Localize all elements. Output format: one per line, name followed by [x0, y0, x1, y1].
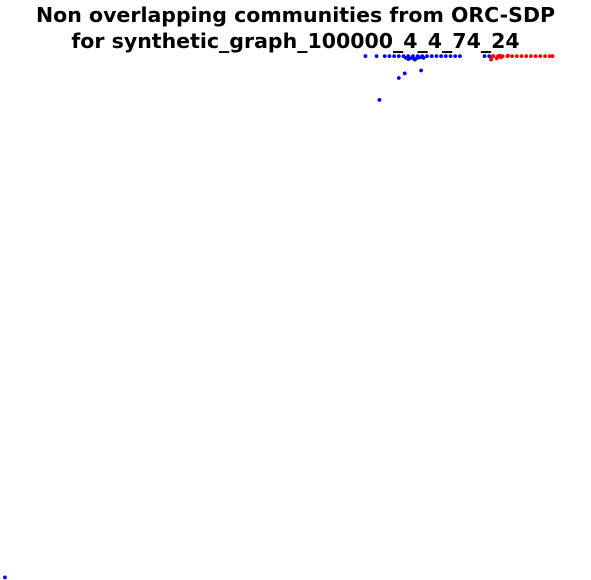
data-point-1-8: [529, 54, 533, 58]
data-point-0-27: [412, 57, 417, 62]
data-point-1-4: [510, 54, 514, 58]
data-point-0-28: [482, 54, 487, 58]
data-point-0-32: [402, 71, 407, 76]
data-point-0-3: [387, 54, 392, 58]
data-point-1-12: [547, 54, 552, 58]
data-point-0-15: [443, 54, 448, 58]
data-point-1-13: [550, 54, 555, 58]
data-point-0-11: [425, 54, 429, 58]
data-point-0-1: [374, 54, 379, 58]
data-point-0-29: [487, 54, 492, 58]
data-point-1-6: [519, 54, 524, 58]
data-point-0-35: [3, 575, 7, 580]
data-point-0-12: [429, 54, 434, 58]
data-point-1-17: [494, 56, 499, 61]
data-point-0-13: [434, 54, 439, 58]
data-point-1-18: [499, 55, 503, 60]
data-point-1-11: [543, 54, 547, 58]
data-point-1-19: [489, 57, 493, 62]
data-point-0-5: [396, 54, 401, 58]
data-point-0-2: [382, 54, 387, 58]
data-point-0-31: [419, 68, 423, 73]
data-point-0-14: [439, 54, 443, 58]
data-point-0-0: [363, 54, 368, 58]
data-point-1-10: [538, 54, 543, 58]
data-point-1-9: [533, 54, 538, 58]
data-point-0-26: [421, 56, 426, 60]
data-point-0-16: [448, 54, 453, 58]
data-point-1-15: [506, 53, 510, 58]
data-point-0-33: [396, 76, 401, 80]
data-point-0-4: [392, 54, 396, 58]
data-point-0-17: [453, 54, 458, 58]
data-point-0-34: [377, 98, 382, 102]
data-point-0-18: [458, 54, 462, 58]
data-point-0-24: [415, 56, 420, 60]
data-point-1-7: [524, 54, 529, 58]
data-point-1-5: [514, 54, 519, 58]
data-point-1-16: [490, 54, 494, 59]
data-point-0-25: [418, 55, 423, 60]
series-0: [3, 54, 496, 580]
chart-title-line-1: Non overlapping communities from ORC-SDP: [36, 3, 555, 27]
chart-title-line-2: for synthetic_graph_100000_4_4_74_24: [71, 29, 520, 53]
chart-title: Non overlapping communities from ORC-SDP…: [0, 2, 591, 54]
data-point-0-21: [408, 56, 412, 61]
series-1: [489, 53, 555, 62]
